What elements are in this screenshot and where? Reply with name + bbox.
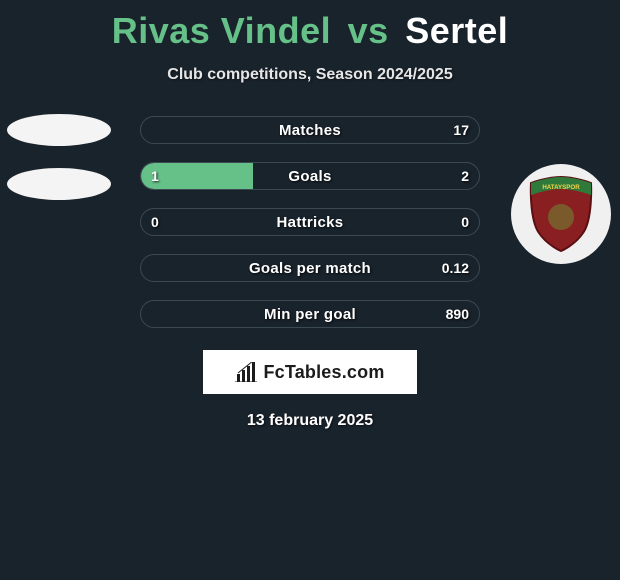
player1-avatar-placeholder <box>7 114 111 146</box>
brand-box: FcTables.com <box>203 350 417 394</box>
bar-chart-icon <box>235 362 257 382</box>
stat-bar: Matches17 <box>140 116 480 144</box>
stat-bar-left-value: 0 <box>151 209 159 235</box>
stat-bar-label: Goals <box>141 163 479 189</box>
stat-bar-right-value: 0 <box>461 209 469 235</box>
stat-bar-right-value: 890 <box>446 301 469 327</box>
stat-bar: Min per goal890 <box>140 300 480 328</box>
stat-bar-right-value: 17 <box>453 117 469 143</box>
vs-text: vs <box>348 10 389 51</box>
hatayspor-shield-icon: HATAYSPOR <box>525 175 597 253</box>
comparison-title: Rivas Vindel vs Sertel <box>0 0 620 52</box>
stat-bars: Matches17 Goals1 2 Hattricks0 0 Goals per mat… <box>140 112 480 328</box>
shield-text: HATAYSPOR <box>542 184 580 191</box>
stat-bar: Hattricks0 0 <box>140 208 480 236</box>
player2-name: Sertel <box>405 10 508 51</box>
stat-bar-label: Goals per match <box>141 255 479 281</box>
stat-bar-right-value: 0.12 <box>442 255 469 281</box>
stat-bar: Goals1 2 <box>140 162 480 190</box>
stat-bar-label: Min per goal <box>141 301 479 327</box>
stat-bar-label: Hattricks <box>141 209 479 235</box>
comparison-arena: HATAYSPOR Matches17 Goals1 2 Hattricks0 0 Goa… <box>0 112 620 328</box>
brand-text: FcTables.com <box>263 362 384 383</box>
player2-club-badge: HATAYSPOR <box>511 164 611 264</box>
stat-bar-right-value: 2 <box>461 163 469 189</box>
right-badges: HATAYSPOR <box>506 162 616 264</box>
stat-bar: Goals per match0.12 <box>140 254 480 282</box>
stat-bar-left-value: 1 <box>151 163 159 189</box>
date-text: 13 february 2025 <box>0 412 620 430</box>
player1-name: Rivas Vindel <box>112 10 331 51</box>
left-badges <box>4 112 114 200</box>
player1-club-placeholder <box>7 168 111 200</box>
stat-bar-label: Matches <box>141 117 479 143</box>
subtitle: Club competitions, Season 2024/2025 <box>0 66 620 84</box>
